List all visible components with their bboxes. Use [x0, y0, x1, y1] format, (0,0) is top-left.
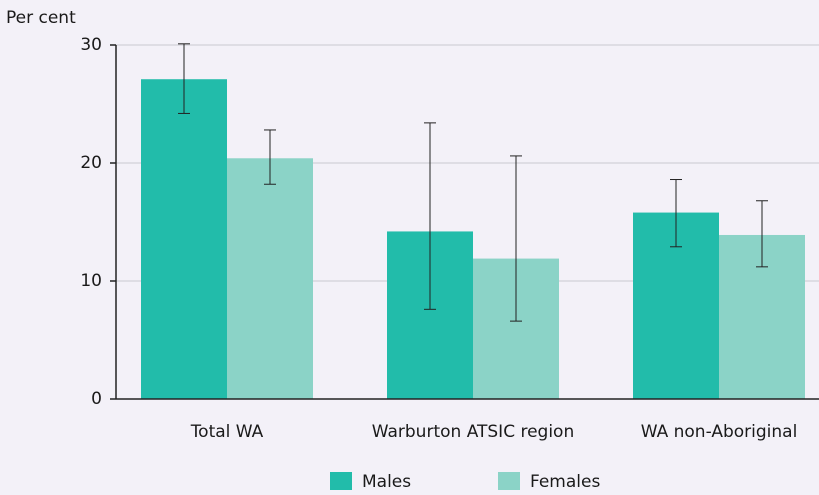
y-tick-label: 20 [80, 153, 102, 173]
legend-swatch [498, 472, 520, 490]
legend-label: Females [530, 472, 600, 492]
y-tick-label: 0 [91, 389, 102, 409]
y-axis-label: Per cent [6, 8, 76, 28]
bar [227, 158, 313, 399]
legend-swatch [330, 472, 352, 490]
x-tick-label: Total WA [190, 422, 264, 442]
legend-label: Males [362, 472, 411, 492]
y-tick-label: 30 [80, 35, 102, 55]
y-tick-label: 10 [80, 271, 102, 291]
bar [141, 79, 227, 399]
x-tick-label: WA non-Aboriginal [641, 422, 798, 442]
x-tick-label: Warburton ATSIC region [372, 422, 574, 442]
